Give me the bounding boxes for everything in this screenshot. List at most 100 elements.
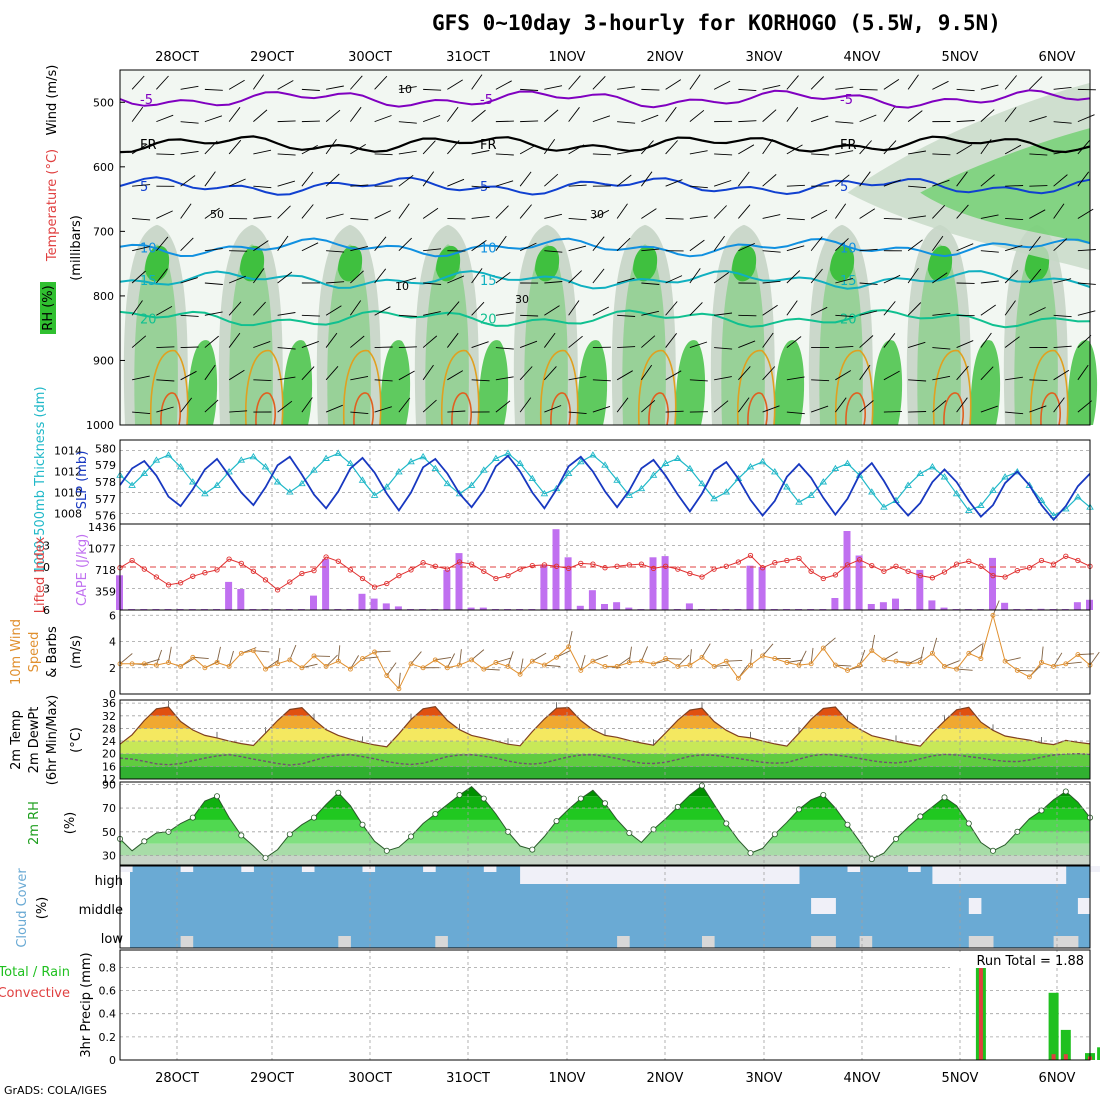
wind-speed-point <box>1051 663 1057 669</box>
wind-barb <box>786 411 805 415</box>
cape-tick: 1436 <box>88 521 116 534</box>
wind-barb <box>228 107 241 122</box>
date-label-top: 31OCT <box>446 50 490 65</box>
wind-barb <box>617 346 636 348</box>
wind-barb <box>423 282 442 285</box>
li-point <box>626 562 632 568</box>
wind-speed-point <box>250 648 256 654</box>
thickness-point <box>455 489 464 497</box>
pressure-tick: 600 <box>93 161 114 174</box>
rh-point <box>529 846 536 853</box>
pressure-tick: 700 <box>93 225 114 238</box>
rh-band <box>120 855 1090 865</box>
wind-barb <box>519 242 537 252</box>
precip-frame <box>119 949 1091 1061</box>
wind-barb <box>544 250 563 253</box>
wind-barb <box>956 365 969 381</box>
wind-barb-10m <box>374 650 391 653</box>
wind-barb <box>980 109 995 122</box>
li-point <box>335 558 341 564</box>
li-point <box>578 560 584 567</box>
wind-barb <box>131 143 148 155</box>
temp-contour-25 <box>440 349 480 426</box>
wind-speed-point <box>699 654 705 660</box>
wind-speed-point <box>1075 652 1081 658</box>
wind-barb <box>422 115 441 123</box>
wind-barb <box>398 314 417 317</box>
wind-barb <box>180 85 199 90</box>
wind-barb <box>1004 336 1020 348</box>
date-label-bottom: 1NOV <box>549 1071 586 1086</box>
wind-barb <box>156 114 174 123</box>
run-total-label: Run Total = 1.88 <box>976 954 1084 969</box>
cape-bar <box>310 595 317 610</box>
wind-barb <box>810 306 828 316</box>
slp-tick: 1010 <box>54 487 82 500</box>
precip-conv-bar <box>1063 1054 1068 1060</box>
wind-barb <box>835 277 853 284</box>
wind-barb <box>1029 307 1046 316</box>
wind-barb-10m <box>931 637 938 654</box>
wind-barb <box>907 268 919 284</box>
wind-barb <box>301 314 320 317</box>
cloud-title: Cloud Cover <box>15 868 30 948</box>
rh-point <box>335 789 342 796</box>
wind-barb <box>859 248 878 252</box>
li-point <box>1075 557 1081 564</box>
cloud-high-gap <box>932 866 945 884</box>
li-point <box>384 580 390 587</box>
wind-speed-point <box>275 661 281 667</box>
cloud-low-gap <box>435 936 448 948</box>
rh-shade-70 <box>240 245 265 282</box>
wind-barb <box>447 140 460 155</box>
wind-frame <box>119 609 1091 695</box>
thickness-point <box>686 464 694 472</box>
wind-barb <box>1077 310 1096 316</box>
li-point <box>953 561 960 567</box>
wind-barb <box>859 335 874 348</box>
li-point <box>796 555 802 562</box>
wind-barb-10m <box>822 637 836 649</box>
cape-bar <box>625 607 633 610</box>
wind-barb <box>301 88 320 91</box>
rh-contour-label: 30 <box>590 208 604 221</box>
wind10-barbs-label: & Barbs <box>45 626 60 678</box>
wind-barb <box>398 150 417 155</box>
rh-shade-low <box>478 340 509 425</box>
run-total-box <box>950 952 1090 968</box>
wind-barb-10m <box>859 649 866 666</box>
thickness-point <box>1001 473 1009 480</box>
thickness-point <box>1049 511 1058 519</box>
wind-barb <box>350 75 363 90</box>
cape-bar <box>443 569 451 610</box>
wind-barb-10m <box>544 664 561 667</box>
temp-contour-30 <box>648 392 669 426</box>
wind-barb <box>859 208 876 219</box>
rh-point <box>626 830 633 837</box>
wind-barb <box>835 121 854 124</box>
wind-barb <box>253 268 265 284</box>
cape-bar <box>867 604 875 610</box>
wind-barb <box>616 370 633 381</box>
rh-shade-low <box>970 340 1001 425</box>
cloud-high-gap <box>689 866 703 884</box>
precip-tick: 0.8 <box>99 961 117 974</box>
li-point <box>565 565 572 572</box>
li-point <box>468 561 475 567</box>
li-point <box>371 584 378 590</box>
wind-barb-10m <box>192 656 209 660</box>
cloud-high-gap <box>556 866 570 884</box>
precip-axis-label: 3hr Precip (mm) <box>79 952 94 1057</box>
wind-barb-10m <box>1077 653 1094 656</box>
li-point <box>1063 553 1069 559</box>
temp-contour-30 <box>943 392 964 426</box>
wind-barb-10m <box>362 656 379 660</box>
rh-point <box>189 814 196 821</box>
rh-shade-low <box>577 340 608 425</box>
li-point <box>444 566 451 572</box>
rh-tick: 50 <box>102 826 116 839</box>
cloud-high-gap <box>592 866 606 884</box>
wind-barb <box>1053 203 1065 219</box>
thickness-point <box>904 481 912 488</box>
wind-barb <box>956 340 974 348</box>
